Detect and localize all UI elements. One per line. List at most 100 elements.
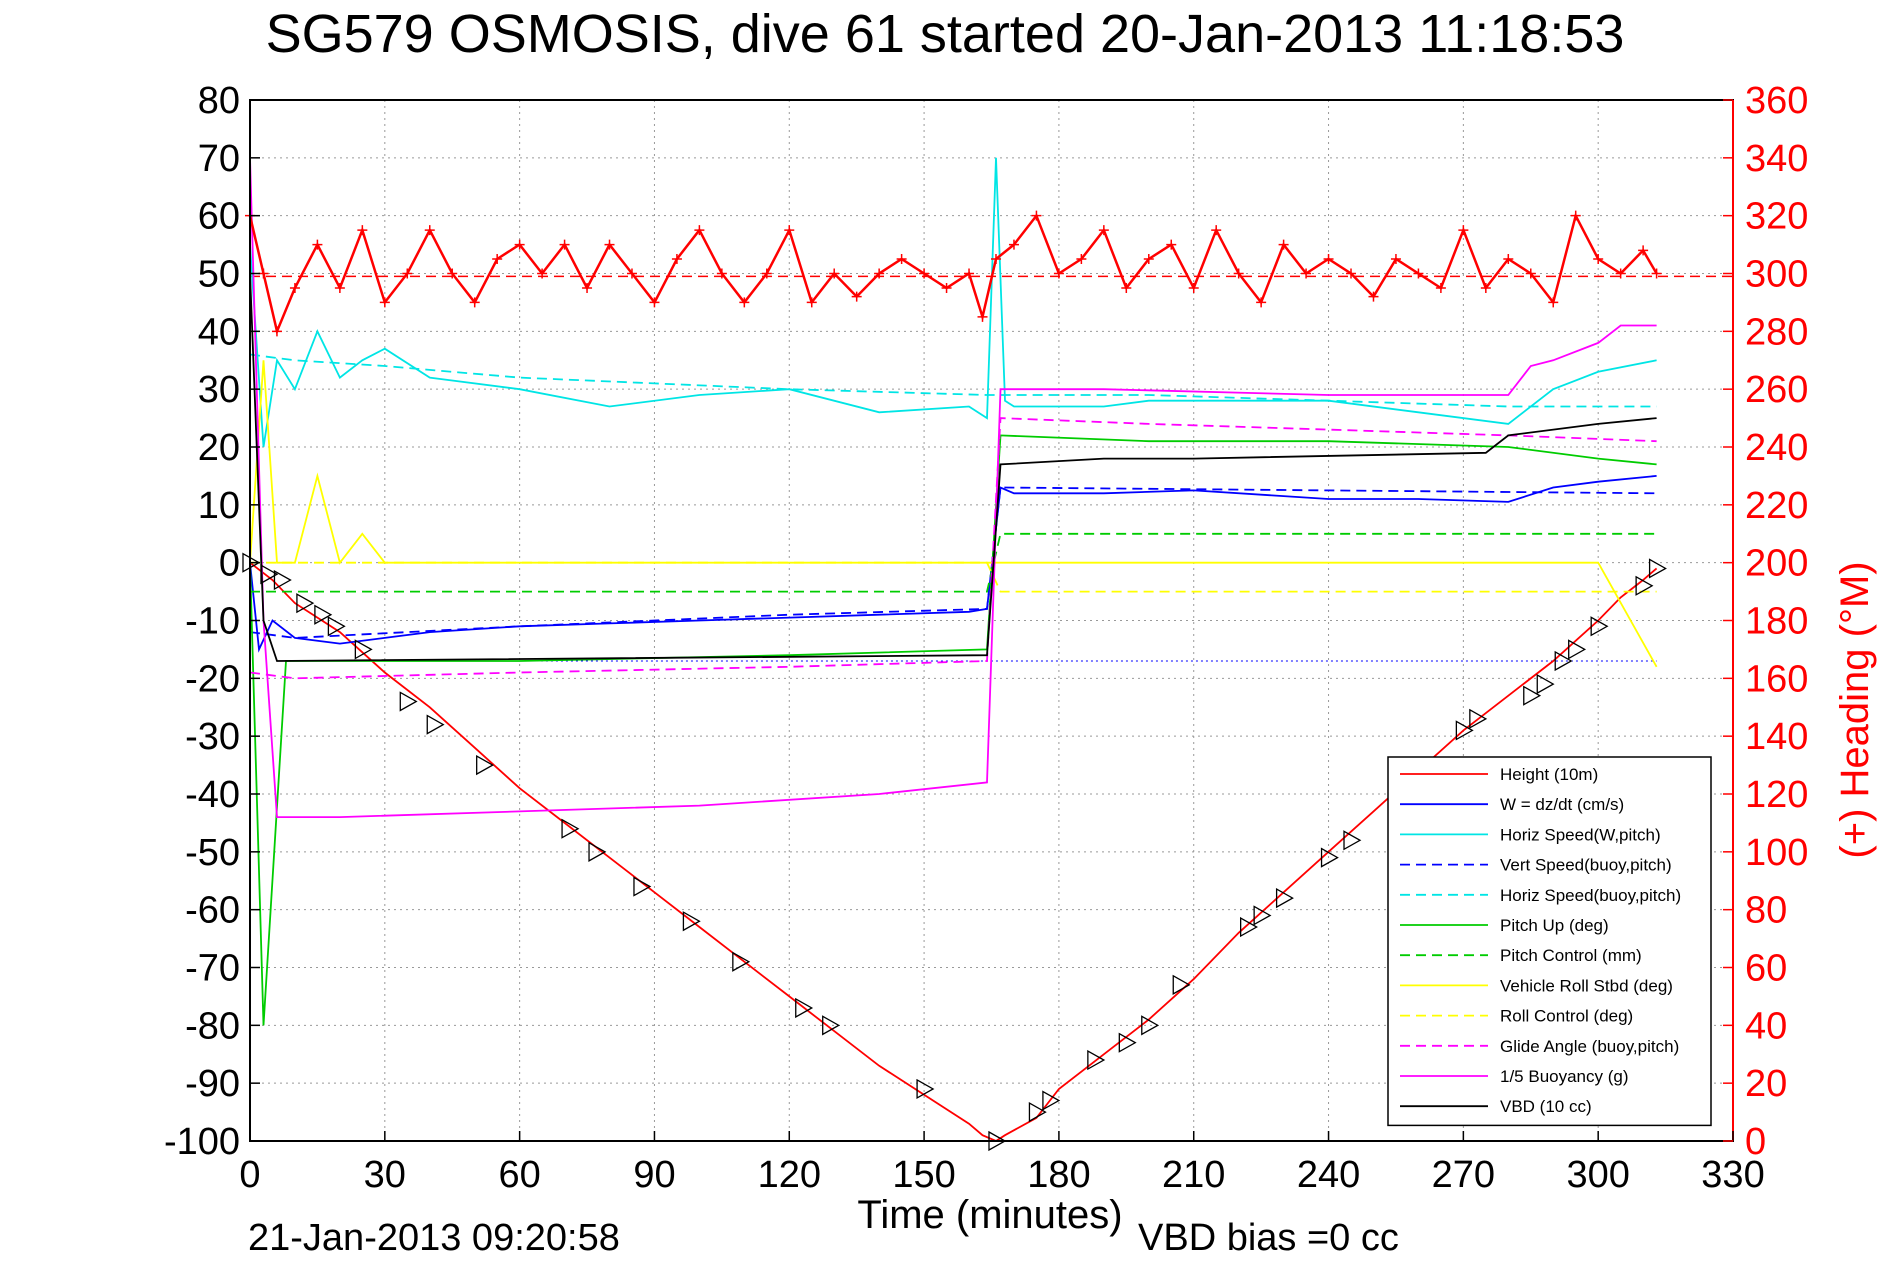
heading-point [1278, 239, 1289, 250]
x-axis-ticks: 0 30 60 90 120 150 180 210 240 270 300 330 [239, 1131, 1765, 1196]
x-tick-label: 180 [1027, 1154, 1090, 1196]
heading-point [784, 225, 795, 236]
heading-point [1211, 225, 1222, 236]
sample-marker [1087, 1049, 1106, 1071]
sample-marker [822, 1015, 841, 1036]
y2-tick-label: 220 [1745, 485, 1808, 527]
legend-entry: Vehicle Roll Stbd (deg) [1500, 976, 1673, 995]
y2-tick-label: 240 [1745, 427, 1808, 469]
y2-tick-label: 340 [1745, 138, 1808, 180]
sample-marker [1536, 674, 1555, 695]
x-tick-label: 0 [239, 1154, 260, 1196]
series-pitch-control-mm [250, 532, 1657, 593]
heading-point [941, 282, 952, 293]
y2-tick-label: 140 [1745, 716, 1808, 758]
heading-line [248, 212, 1658, 336]
heading-point [537, 268, 548, 279]
heading-point [964, 268, 975, 279]
heading-series [245, 210, 1662, 337]
legend-entry: VBD (10 cc) [1500, 1097, 1592, 1116]
legend-entry: W = dz/dt (cm/s) [1500, 795, 1624, 814]
y-tick-label: 70 [198, 138, 240, 180]
y-tick-label: -100 [164, 1121, 240, 1163]
y-tick-label: -20 [185, 658, 240, 700]
heading-point [312, 239, 323, 250]
heading-point [990, 254, 1001, 265]
y2-axis-ticks: 3603403203002802602402202001801601401201… [1723, 80, 1808, 1163]
y-tick-label: 20 [198, 427, 240, 469]
x-axis-label: Time (minutes) [857, 1193, 1122, 1237]
plot-series [249, 157, 1658, 1143]
legend-entry: Glide Angle (buoy,pitch) [1500, 1037, 1679, 1056]
x-tick-label: 150 [892, 1154, 955, 1196]
y-tick-label: 60 [198, 196, 240, 238]
footer-timestamp: 21-Jan-2013 09:20:58 [248, 1217, 620, 1259]
x-tick-label: 300 [1566, 1154, 1629, 1196]
heading-point [469, 297, 480, 308]
sample-marker [314, 604, 333, 625]
y-tick-label: -50 [185, 832, 240, 874]
y2-tick-label: 120 [1745, 774, 1808, 816]
series-roll-control-deg [250, 561, 1657, 593]
y2-axis-label: (+) Heading (°M) [1833, 561, 1877, 858]
heading-point [1346, 268, 1357, 279]
legend-entry: 1/5 Buoyancy (g) [1500, 1067, 1629, 1086]
heading-point [716, 268, 727, 279]
heading-point [1256, 297, 1267, 308]
sample-marker [273, 569, 292, 591]
heading-point [1076, 254, 1087, 265]
heading-point [289, 282, 300, 293]
heading-point [559, 239, 570, 250]
chart-title: SG579 OSMOSIS, dive 61 started 20-Jan-20… [266, 4, 1625, 64]
y2-tick-label: 0 [1745, 1121, 1766, 1163]
heading-point [1121, 282, 1132, 293]
legend-entry: Roll Control (deg) [1500, 1007, 1633, 1026]
y-tick-label: 10 [198, 485, 240, 527]
sample-marker [426, 714, 445, 735]
sample-marker [1635, 575, 1654, 596]
y-tick-label: 40 [198, 311, 240, 353]
heading-point [357, 225, 368, 236]
legend-entry: Pitch Control (mm) [1500, 946, 1642, 965]
y-tick-label: -80 [185, 1005, 240, 1047]
heading-point [1593, 254, 1604, 265]
y2-tick-label: 320 [1745, 196, 1808, 238]
y-tick-label: 50 [198, 254, 240, 296]
y2-tick-label: 360 [1745, 80, 1808, 122]
heading-point [1570, 210, 1581, 221]
series-horiz-speed-buoy-pitch [249, 353, 1657, 408]
heading-point [1480, 282, 1491, 293]
heading-point [1413, 268, 1424, 279]
series-glide-angle-buoy-pitch [249, 417, 1657, 680]
sample-marker [296, 593, 315, 614]
y-tick-label: -30 [185, 716, 240, 758]
sample-marker [1648, 558, 1667, 579]
sample-marker [1118, 1032, 1137, 1053]
heading-point [896, 254, 907, 265]
sample-marker [795, 997, 814, 1019]
chart-legend: Height (10m) W = dz/dt (cm/s) Horiz Speed(… [1387, 756, 1712, 1127]
heading-point [694, 225, 705, 236]
sample-marker [1320, 847, 1339, 868]
y-tick-label: -60 [185, 890, 240, 932]
heading-point [1548, 297, 1559, 308]
sample-marker [1590, 616, 1609, 637]
x-tick-label: 330 [1701, 1154, 1764, 1196]
y2-tick-label: 200 [1745, 543, 1808, 585]
heading-point [626, 268, 637, 279]
heading-point [1008, 239, 1019, 250]
sample-marker [633, 876, 652, 897]
heading-point [1031, 210, 1042, 221]
heading-point [919, 268, 930, 279]
legend-box [1387, 756, 1712, 1127]
sample-marker [1253, 905, 1272, 926]
heading-point [604, 239, 615, 250]
sample-marker [682, 911, 701, 932]
legend-entry: Horiz Speed(W,pitch) [1500, 825, 1661, 844]
heading-point [1651, 268, 1662, 279]
heading-point [1301, 268, 1312, 279]
y2-tick-label: 100 [1745, 832, 1808, 874]
sample-marker [1240, 916, 1258, 938]
legend-entry: Horiz Speed(buoy,pitch) [1500, 886, 1681, 905]
